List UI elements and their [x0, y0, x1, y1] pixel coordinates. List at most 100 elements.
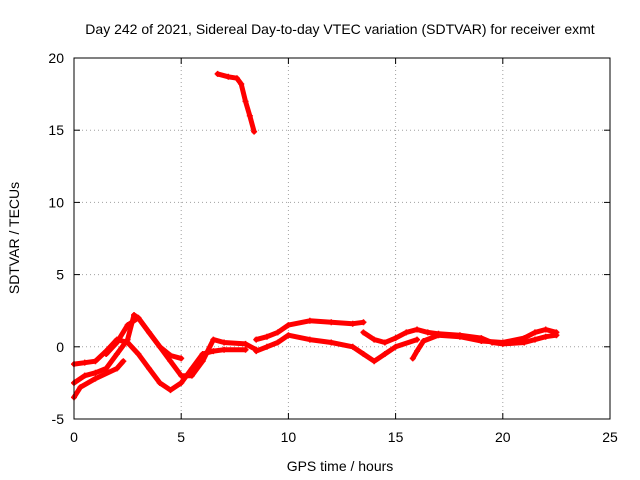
y-tick-label: 20: [48, 50, 64, 66]
data-point: [135, 314, 142, 321]
series-arc-g: [253, 332, 421, 365]
data-point: [92, 375, 99, 382]
y-tick-label: -5: [52, 411, 65, 427]
plot-frame: [73, 57, 611, 420]
data-point: [435, 332, 442, 339]
y-axis-label: SDTVAR / TECUs: [6, 182, 22, 294]
data-point: [199, 358, 206, 365]
data-point: [414, 326, 421, 333]
data-point: [120, 358, 127, 365]
data-point: [403, 329, 410, 336]
data-point: [242, 346, 249, 353]
data-point: [349, 343, 356, 350]
data-point: [146, 365, 153, 372]
data-point: [306, 336, 313, 343]
x-tick-label: 10: [281, 429, 297, 445]
data-point: [371, 336, 378, 343]
data-point: [274, 339, 281, 346]
x-tick-label: 25: [602, 429, 618, 445]
data-point: [113, 339, 120, 346]
data-point: [253, 348, 260, 355]
series-arc-d: [103, 314, 185, 362]
data-point: [221, 339, 228, 346]
data-point: [251, 128, 258, 135]
data-point: [233, 75, 240, 82]
grid: [74, 58, 610, 419]
data-point: [146, 329, 153, 336]
data-point: [349, 320, 356, 327]
data-point: [360, 319, 367, 326]
data-point: [263, 333, 270, 340]
data-point: [328, 339, 335, 346]
series-arc-f: [253, 317, 367, 343]
data-point: [285, 322, 292, 329]
y-tick-label: 15: [48, 122, 64, 138]
data-point: [285, 332, 292, 339]
data-point: [242, 340, 249, 347]
data-point: [131, 312, 138, 319]
data-point: [167, 352, 174, 359]
data-point: [156, 343, 163, 350]
data-point: [124, 336, 131, 343]
data-point: [414, 336, 421, 343]
data-point: [274, 329, 281, 336]
series-arc-i: [409, 326, 560, 362]
data-point: [178, 355, 185, 362]
data-point: [178, 372, 185, 379]
data-point: [103, 351, 110, 358]
data-point: [246, 112, 253, 119]
data-point: [542, 326, 549, 333]
chart-title: Day 242 of 2021, Sidereal Day-to-day VTE…: [85, 21, 594, 37]
data-point: [542, 333, 549, 340]
data-point: [135, 351, 142, 358]
data-point: [188, 365, 195, 372]
data-point: [167, 387, 174, 394]
data-point: [521, 335, 528, 342]
data-point: [167, 358, 174, 365]
data-point: [188, 372, 195, 379]
x-tick-label: 0: [70, 429, 78, 445]
data-point: [253, 336, 260, 343]
y-tick-label: 10: [48, 194, 64, 210]
data-point: [81, 359, 88, 366]
data-point: [360, 351, 367, 358]
x-axis-label: GPS time / hours: [287, 458, 394, 474]
data-point: [113, 351, 120, 358]
y-tick-label: 0: [56, 339, 64, 355]
data-point: [113, 365, 120, 372]
data-point: [381, 351, 388, 358]
data-point: [242, 98, 249, 105]
data-point: [456, 333, 463, 340]
series-line: [215, 71, 257, 135]
data-point: [392, 343, 399, 350]
data-point: [409, 355, 416, 362]
data-point: [414, 348, 421, 355]
data-point: [360, 329, 367, 336]
axis-ticks: 0 5 10 15 20 25 -5 0 5 10 15 20: [48, 50, 618, 445]
data-point: [77, 384, 84, 391]
x-tick-label: 20: [495, 429, 511, 445]
data-point: [420, 338, 427, 345]
data-point: [478, 338, 485, 345]
x-tick-label: 15: [388, 429, 404, 445]
data-point: [124, 322, 131, 329]
data-point: [210, 348, 217, 355]
y-tick-label: 5: [56, 267, 64, 283]
data-point: [328, 319, 335, 326]
data-point: [392, 335, 399, 342]
data-point: [306, 317, 313, 324]
data-point: [531, 336, 538, 343]
data-point: [238, 80, 245, 87]
data-point: [92, 369, 99, 376]
data-point: [178, 379, 185, 386]
data-point: [92, 358, 99, 365]
data-point: [210, 336, 217, 343]
data-point: [381, 339, 388, 346]
data-point: [263, 343, 270, 350]
data-point: [156, 379, 163, 386]
x-tick-label: 5: [177, 429, 185, 445]
data-point: [225, 73, 232, 80]
data-point: [221, 346, 228, 353]
data-point: [103, 365, 110, 372]
